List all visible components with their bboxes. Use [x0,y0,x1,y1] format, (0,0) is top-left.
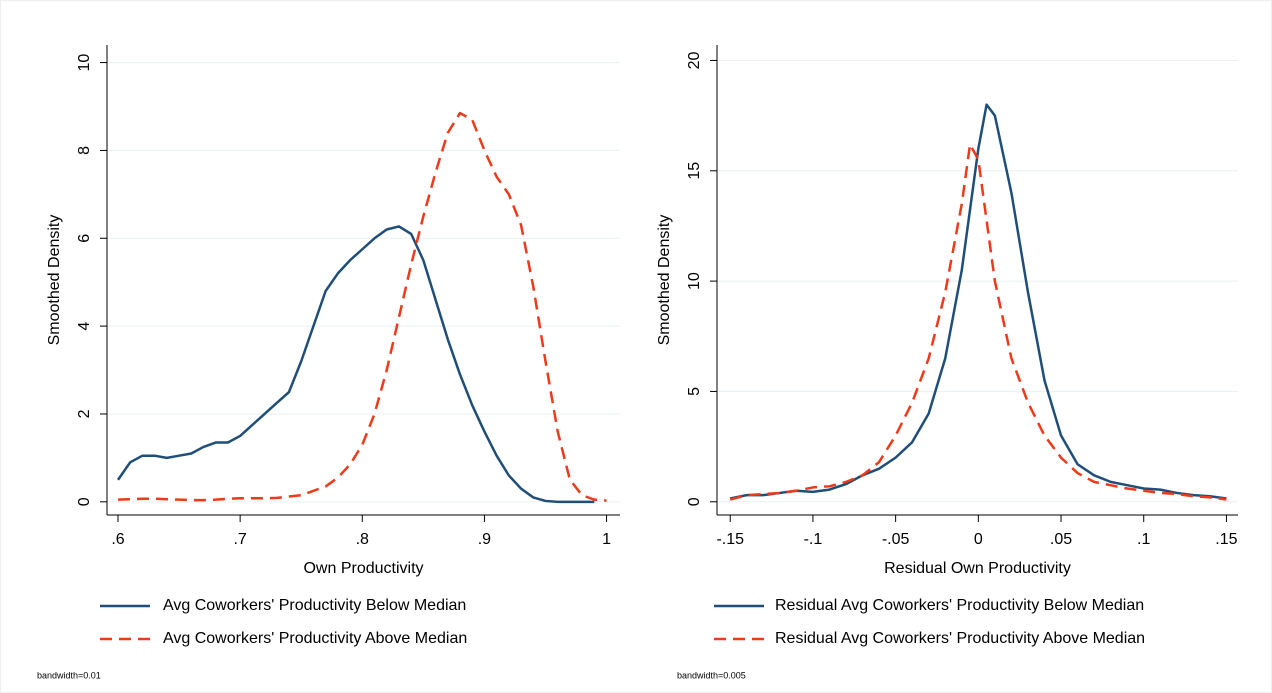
x-tick-label: 1 [602,531,611,548]
x-tick-label: -.15 [716,531,744,548]
y-tick-label: 0 [686,497,703,506]
note: bandwidth=0.005 [677,670,746,680]
x-tick-label: -.05 [882,531,910,548]
y-tick-label: 6 [76,234,93,243]
density-line [116,225,595,504]
y-tick-label: 5 [686,387,703,396]
x-tick-label: .8 [356,531,369,548]
legend-label: Avg Coworkers' Productivity Below Median [163,597,466,614]
legend-label: Residual Avg Coworkers' Productivity Bel… [775,597,1144,614]
y-tick-label: 8 [76,146,93,155]
y-tick-label: 4 [76,322,93,331]
x-axis-title: Residual Own Productivity [884,560,1071,577]
x-axis-title: Own Productivity [303,560,423,577]
x-tick-label: .15 [1215,531,1237,548]
y-axis-title: Smoothed Density [46,215,63,346]
x-tick-label: 0 [974,531,983,548]
x-tick-label: .6 [111,531,124,548]
y-tick-label: 10 [686,272,703,290]
x-tick-label: .7 [233,531,246,548]
y-tick-label: 20 [686,51,703,69]
y-axis-title: Smoothed Density [656,215,673,346]
x-tick-label: .9 [478,531,491,548]
x-tick-label: .1 [1137,531,1150,548]
y-tick-label: 15 [686,162,703,180]
legend-label: Avg Coworkers' Productivity Above Median [163,630,467,647]
note: bandwidth=0.01 [37,670,101,680]
density-line [729,143,1227,501]
x-tick-label: -.1 [804,531,823,548]
y-tick-label: 2 [76,409,93,418]
y-tick-label: 10 [76,54,93,72]
density-line [729,103,1227,500]
y-tick-label: 0 [76,497,93,506]
x-tick-label: .05 [1050,531,1072,548]
density-line [117,111,607,502]
legend-label: Residual Avg Coworkers' Productivity Abo… [775,630,1145,647]
